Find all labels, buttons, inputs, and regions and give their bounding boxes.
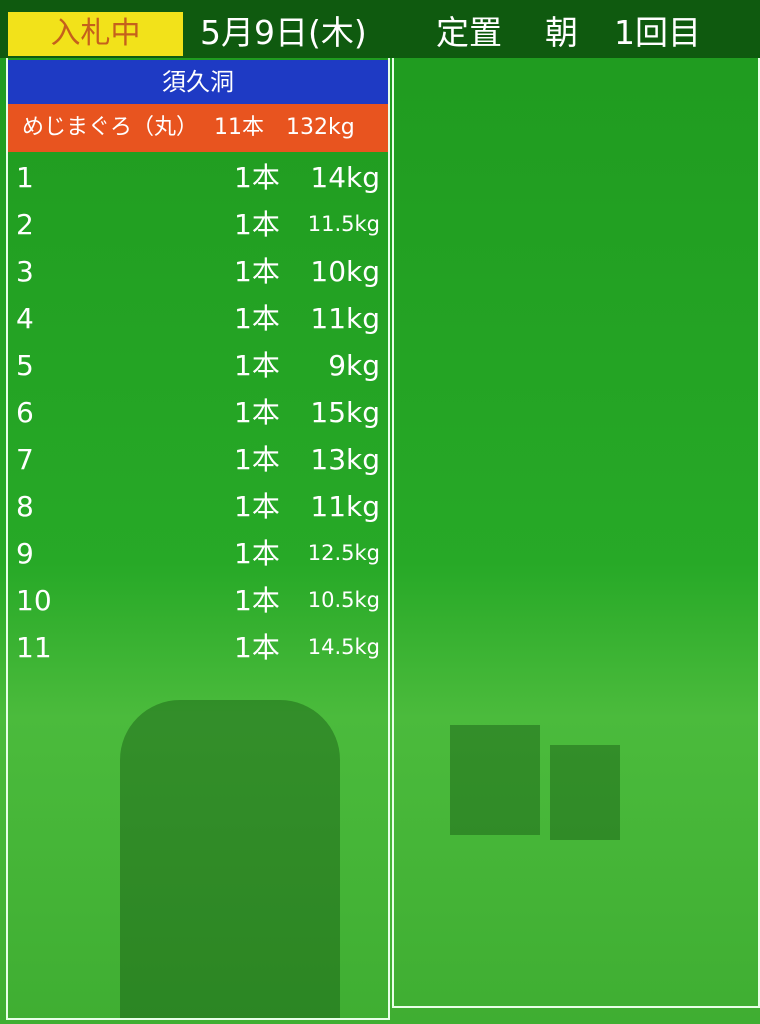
- row: 4 1本 11kg: [8, 295, 388, 342]
- lot-weight: 10.5kg: [307, 588, 380, 612]
- lot-count: 1本: [234, 537, 280, 570]
- lot-weight: 9kg: [328, 349, 380, 382]
- lot-count: 1本: [234, 208, 280, 241]
- total-count: 11本: [214, 115, 264, 140]
- lot-count: 1本: [234, 161, 280, 194]
- session: 朝: [545, 13, 578, 52]
- lot-number: 1: [16, 161, 34, 194]
- lot-number: 11: [16, 631, 52, 664]
- fish: めじまぐろ（丸）: [22, 115, 199, 140]
- row: 9 1本 12.5kg: [8, 530, 388, 577]
- lot-count: 1本: [234, 349, 280, 382]
- status-badge: 入札中: [8, 12, 183, 56]
- lot-number: 2: [16, 208, 34, 241]
- lot-number: 10: [16, 584, 52, 617]
- row: 5 1本 9kg: [8, 342, 388, 389]
- row: 1 1本 14kg: [8, 154, 388, 201]
- row: 10 1本 10.5kg: [8, 577, 388, 624]
- lot-weight: 15kg: [310, 396, 380, 429]
- reflection: [450, 725, 540, 835]
- lot-count: 1本: [234, 584, 280, 617]
- lot-count: 1本: [234, 490, 280, 523]
- lot-count: 1本: [234, 396, 280, 429]
- lot-panel: 須久洞 めじまぐろ（丸） 11本 132kg 1 1本 14kg 2 1本 11.5kg 3…: [6, 58, 390, 1020]
- lot-number: 4: [16, 302, 34, 335]
- row: 6 1本 15kg: [8, 389, 388, 436]
- lot-weight: 11kg: [310, 490, 380, 523]
- lot-weight: 12.5kg: [307, 541, 380, 565]
- lot-number: 7: [16, 443, 34, 476]
- lot-number: 3: [16, 255, 34, 288]
- row: 7 1本 13kg: [8, 436, 388, 483]
- row: 2 1本 11.5kg: [8, 201, 388, 248]
- lot-weight: 10kg: [310, 255, 380, 288]
- right-panel: [392, 58, 760, 1008]
- lot-weight: 14kg: [310, 161, 380, 194]
- total-weight: 132kg: [286, 115, 355, 140]
- round: 1回目: [614, 13, 701, 52]
- lot-weight: 14.5kg: [307, 635, 380, 659]
- row: 11 1本 14.5kg: [8, 624, 388, 671]
- lot-count: 1本: [234, 443, 280, 476]
- top-bar: 入札中 5月9日(木) 定置 朝 1回目: [0, 0, 760, 58]
- lot-weight: 11kg: [310, 302, 380, 335]
- lot-weight: 13kg: [310, 443, 380, 476]
- date: 5月9日(木): [200, 13, 367, 52]
- row: 3 1本 10kg: [8, 248, 388, 295]
- method: 定置: [436, 13, 502, 52]
- reflection: [120, 700, 340, 1020]
- lot-number: 9: [16, 537, 34, 570]
- location: 須久洞: [8, 60, 388, 104]
- lot-weight: 11.5kg: [307, 212, 380, 236]
- lot-count: 1本: [234, 302, 280, 335]
- lot-number: 6: [16, 396, 34, 429]
- lot-number: 8: [16, 490, 34, 523]
- reflection: [550, 745, 620, 840]
- row: 8 1本 11kg: [8, 483, 388, 530]
- lot-count: 1本: [234, 631, 280, 664]
- lot-count: 1本: [234, 255, 280, 288]
- summary: めじまぐろ（丸） 11本 132kg: [8, 104, 388, 152]
- lot-number: 5: [16, 349, 34, 382]
